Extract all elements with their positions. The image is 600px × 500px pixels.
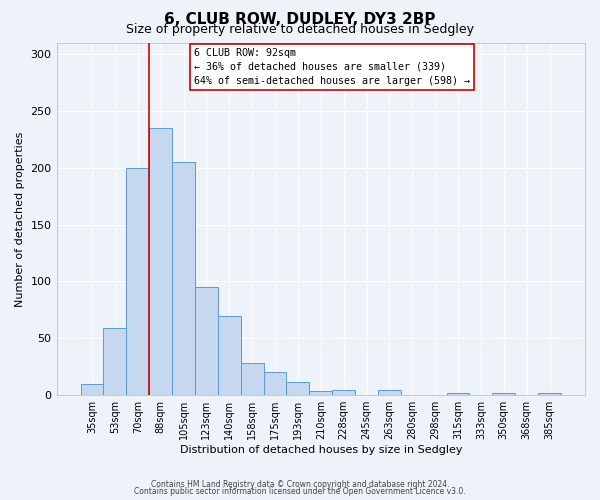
Text: Contains public sector information licensed under the Open Government Licence v3: Contains public sector information licen… <box>134 487 466 496</box>
Bar <box>263 372 286 395</box>
Bar <box>195 287 218 395</box>
Text: Size of property relative to detached houses in Sedgley: Size of property relative to detached ho… <box>126 24 474 36</box>
Bar <box>149 128 172 395</box>
Bar <box>241 364 263 395</box>
Bar <box>332 390 355 395</box>
Y-axis label: Number of detached properties: Number of detached properties <box>15 131 25 306</box>
Bar <box>493 393 515 395</box>
Bar <box>80 384 103 395</box>
Bar <box>218 316 241 395</box>
Bar <box>103 328 127 395</box>
Bar <box>538 393 561 395</box>
Text: 6 CLUB ROW: 92sqm
← 36% of detached houses are smaller (339)
64% of semi-detache: 6 CLUB ROW: 92sqm ← 36% of detached hous… <box>194 48 470 86</box>
Bar <box>286 382 310 395</box>
Bar <box>172 162 195 395</box>
Bar <box>378 390 401 395</box>
Text: 6, CLUB ROW, DUDLEY, DY3 2BP: 6, CLUB ROW, DUDLEY, DY3 2BP <box>164 12 436 26</box>
X-axis label: Distribution of detached houses by size in Sedgley: Distribution of detached houses by size … <box>179 445 462 455</box>
Bar <box>446 393 469 395</box>
Bar <box>310 390 332 395</box>
Bar <box>127 168 149 395</box>
Text: Contains HM Land Registry data © Crown copyright and database right 2024.: Contains HM Land Registry data © Crown c… <box>151 480 449 489</box>
